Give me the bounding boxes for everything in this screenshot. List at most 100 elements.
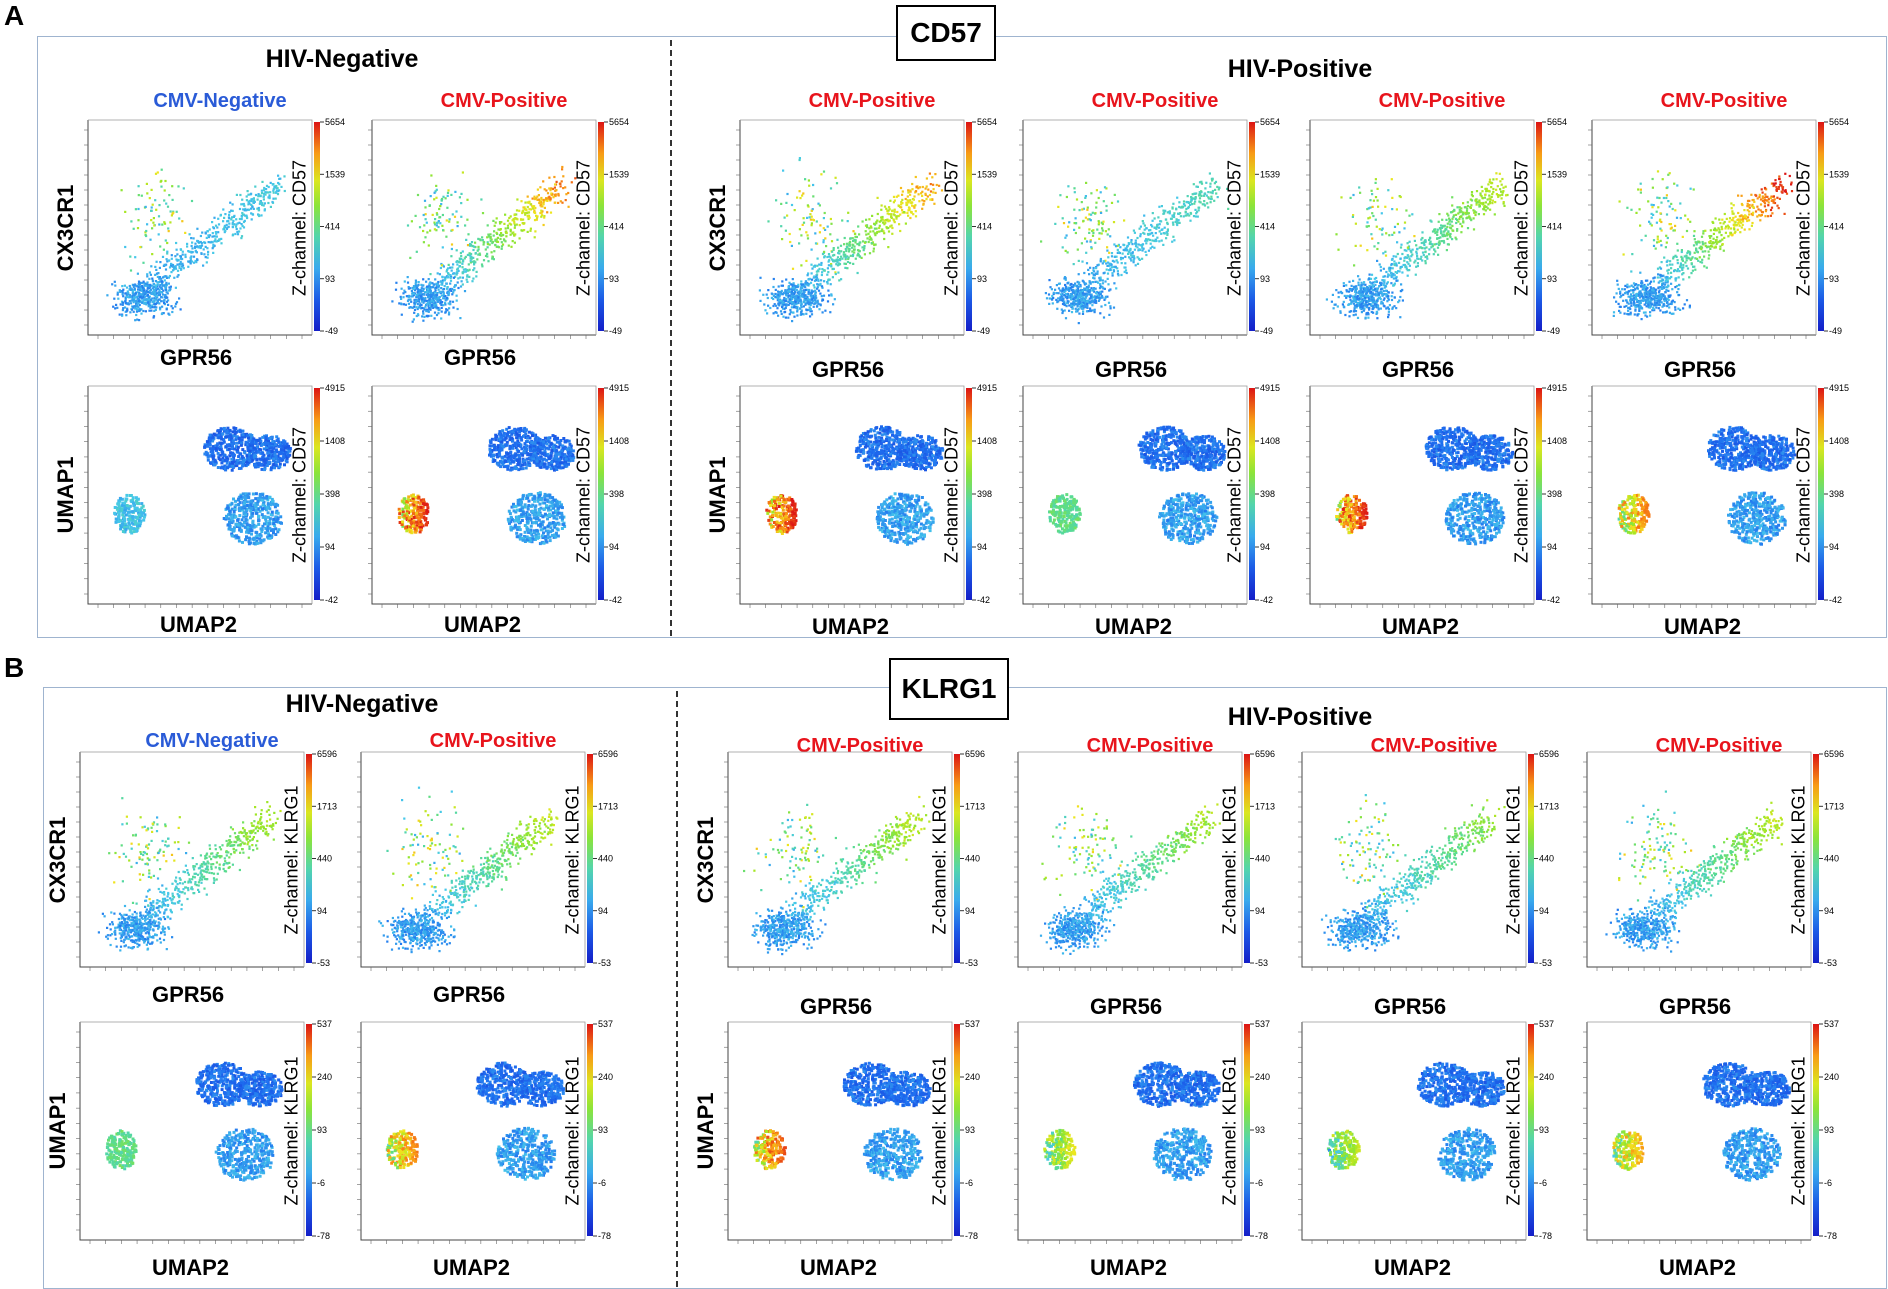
colorbar-tick-label: 1539	[325, 169, 345, 179]
x-axis-label: GPR56	[812, 357, 884, 383]
z-channel-label: Z-channel: CD57	[1794, 159, 1815, 295]
colorbar-tick-label: 1713	[1255, 801, 1275, 811]
colorbar-tick-label: -49	[609, 326, 622, 336]
colorbar-tick-label: 1713	[1539, 801, 1559, 811]
colorbar	[1244, 754, 1250, 963]
colorbar-tick-label: -53	[1824, 958, 1837, 968]
umap-points	[113, 426, 292, 545]
colorbar-tick-label: -78	[1539, 1231, 1552, 1241]
colorbar-tick-label: 94	[1260, 542, 1270, 552]
colorbar-tick-label: 240	[965, 1072, 980, 1082]
colorbar-tick-label: -42	[325, 595, 338, 605]
x-axis-label: GPR56	[1090, 994, 1162, 1020]
colorbar-tick-label: 4915	[1260, 383, 1280, 393]
colorbar-tick-label: 440	[1539, 854, 1554, 864]
colorbar	[598, 388, 604, 600]
umap-points	[398, 426, 576, 545]
colorbar-tick-label: -49	[325, 326, 338, 336]
cmv-status-label: CMV-Positive	[1092, 90, 1219, 113]
colorbar-tick-label: 93	[325, 274, 335, 284]
colorbar-tick-label: 94	[609, 542, 619, 552]
colorbar-tick-label: -6	[965, 1178, 973, 1188]
colorbar-tick-label: -42	[977, 595, 990, 605]
x-axis-label: GPR56	[160, 345, 232, 371]
hiv-positive-label: HIV-Positive	[1228, 703, 1373, 732]
x-axis-label: UMAP2	[812, 614, 889, 640]
colorbar-tick-label: 4915	[1547, 383, 1567, 393]
colorbar	[1813, 1024, 1819, 1236]
z-channel-label: Z-channel: KLRG1	[282, 1056, 303, 1205]
colorbar-tick-label: 537	[1824, 1019, 1839, 1029]
z-channel-label: Z-channel: KLRG1	[563, 1056, 584, 1205]
z-channel-label: Z-channel: KLRG1	[1504, 1056, 1525, 1205]
z-channel-label: Z-channel: KLRG1	[930, 1056, 951, 1205]
colorbar-tick-label: 398	[1260, 489, 1275, 499]
colorbar-tick-label: 94	[317, 906, 327, 916]
x-axis-label: GPR56	[1095, 357, 1167, 383]
z-channel-label: Z-channel: CD57	[1794, 427, 1815, 563]
colorbar-tick-label: 1408	[609, 436, 629, 446]
z-channel-label: Z-channel: KLRG1	[1789, 1056, 1810, 1205]
cmv-status-label: CMV-Negative	[145, 730, 278, 753]
colorbar-tick-label: 440	[1824, 854, 1839, 864]
y-axis-label: CX3CR1	[45, 816, 71, 903]
z-channel-label: Z-channel: CD57	[1512, 159, 1533, 295]
colorbar-tick-label: 240	[1824, 1072, 1839, 1082]
colorbar-tick-label: 240	[317, 1072, 332, 1082]
colorbar	[587, 754, 593, 963]
x-axis-label: UMAP2	[800, 1255, 877, 1281]
scatter-points	[1326, 172, 1509, 319]
umap-points	[1335, 426, 1514, 545]
umap-points	[386, 1062, 565, 1181]
z-channel-label: Z-channel: CD57	[574, 427, 595, 563]
colorbar-tick-label: 240	[598, 1072, 613, 1082]
z-channel-label: Z-channel: KLRG1	[1789, 785, 1810, 934]
colorbar-tick-label: 414	[1260, 222, 1275, 232]
hiv-negative-label: HIV-Negative	[286, 690, 439, 719]
colorbar-tick-label: 414	[1829, 222, 1844, 232]
colorbar-tick-label: -78	[598, 1231, 611, 1241]
colorbar	[1249, 388, 1255, 600]
x-axis-label: UMAP2	[160, 612, 237, 638]
colorbar	[314, 388, 320, 600]
colorbar-tick-label: -53	[317, 958, 330, 968]
colorbar-tick-label: 4915	[609, 383, 629, 393]
colorbar-tick-label: 537	[317, 1019, 332, 1029]
y-axis-label: UMAP1	[45, 1092, 71, 1169]
colorbar	[1536, 388, 1542, 600]
scatter-points	[106, 169, 286, 322]
colorbar-tick-label: 5654	[977, 117, 997, 127]
scatter-points	[1040, 803, 1221, 955]
colorbar-tick-label: -42	[1260, 595, 1273, 605]
colorbar-tick-label: -78	[1255, 1231, 1268, 1241]
colorbar-tick-label: 5654	[1829, 117, 1849, 127]
colorbar-tick-label: 1713	[598, 801, 618, 811]
z-channel-label: Z-channel: CD57	[942, 427, 963, 563]
umap-points	[1618, 426, 1797, 546]
colorbar	[306, 1024, 312, 1236]
colorbar-tick-label: -78	[317, 1231, 330, 1241]
colorbar-tick-label: 398	[325, 489, 340, 499]
cmv-status-label: CMV-Positive	[1661, 90, 1788, 113]
colorbar-tick-label: 414	[609, 222, 624, 232]
colorbar-tick-label: 6596	[598, 749, 618, 759]
colorbar-tick-label: 5654	[1260, 117, 1280, 127]
colorbar-tick-label: 414	[1547, 222, 1562, 232]
colorbar-tick-label: -42	[1547, 595, 1560, 605]
colorbar-tick-label: 1408	[977, 436, 997, 446]
colorbar	[1528, 754, 1534, 963]
cmv-status-label: CMV-Positive	[441, 90, 568, 113]
